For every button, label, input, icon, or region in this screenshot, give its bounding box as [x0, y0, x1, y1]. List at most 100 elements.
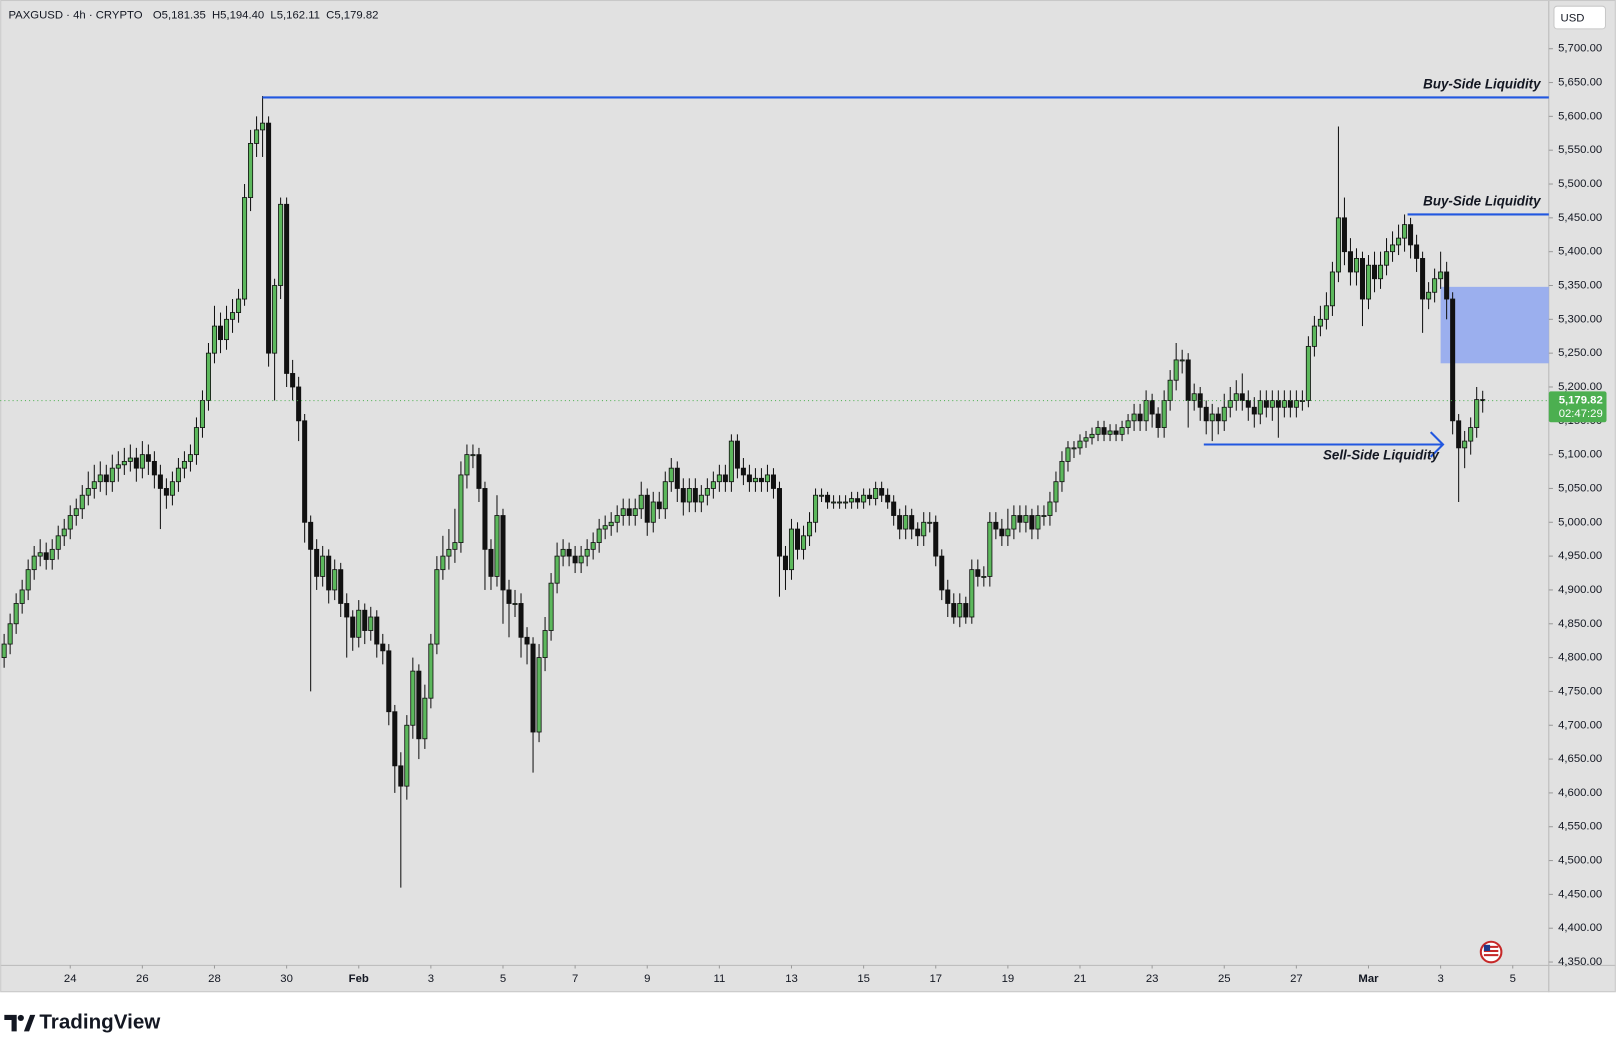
symbol-header: PAXGUSD · 4h · CRYPTO O5,181.35 H5,194.40 L… [8, 9, 378, 21]
candle-body [855, 498, 861, 503]
candle-body [193, 427, 199, 456]
candle-body [1329, 271, 1335, 307]
candle-body [879, 488, 885, 496]
candle-body [416, 670, 422, 740]
last-price-label: 5,179.82 [1559, 395, 1603, 407]
candle-body [169, 481, 175, 496]
candle-body [7, 623, 13, 645]
candle-body [1365, 264, 1372, 300]
candle-body [1341, 217, 1347, 253]
candle-body [37, 552, 43, 557]
candle-body [302, 420, 308, 523]
candle-body [1462, 440, 1468, 449]
candle-body [1293, 400, 1299, 408]
candle-body [981, 575, 987, 578]
candle-body [1323, 305, 1329, 320]
candle-body [861, 494, 867, 503]
y-tick-label: 4,700.00 [1558, 719, 1602, 731]
candle-body [614, 515, 620, 523]
candle-body [951, 603, 957, 618]
candle-body [25, 569, 31, 591]
candle-body [31, 555, 37, 571]
candle-body [542, 630, 548, 659]
candle-body [1113, 430, 1119, 435]
x-tick-label: 3 [428, 973, 434, 985]
candle-body [776, 488, 782, 557]
x-tick-label: 5 [1510, 973, 1516, 985]
x-tick-label: 11 [713, 973, 725, 985]
candle-body [404, 724, 410, 787]
candle-body [248, 143, 254, 198]
candle-body [374, 616, 380, 645]
candle-body [434, 569, 440, 645]
candle-body [1311, 325, 1317, 347]
candle-body [236, 298, 242, 313]
candle-body [314, 548, 320, 577]
candles: Buy-Side Liquidity Buy-Side Liquidity Sell… [1, 77, 1549, 888]
candle-body [1023, 515, 1029, 523]
y-tick-label: 5,700.00 [1558, 43, 1602, 55]
candle-body [1353, 258, 1359, 273]
candle-body [1065, 447, 1071, 462]
liquidity-label: Sell-Side Liquidity [1323, 447, 1439, 462]
y-tick-label: 4,850.00 [1558, 618, 1602, 630]
ohlc-value: L5,162.11 [270, 9, 320, 21]
candle-body [1456, 420, 1462, 449]
candle-body [344, 603, 350, 618]
x-tick-label: 13 [785, 973, 798, 985]
candle-body [1305, 345, 1311, 401]
candle-body [1041, 515, 1047, 517]
y-tick-label: 5,400.00 [1558, 246, 1602, 258]
liquidity-label: Buy-Side Liquidity [1423, 194, 1541, 209]
candle-body [49, 548, 55, 560]
candle-body [1071, 447, 1077, 450]
candle-body [428, 643, 434, 699]
candle-body [1251, 406, 1257, 415]
candle-body [157, 474, 163, 489]
x-tick-label: 3 [1437, 973, 1443, 985]
candle-body [734, 440, 740, 469]
x-tick-label: 28 [208, 973, 221, 985]
candle-body [199, 400, 205, 428]
candle-body [1017, 515, 1023, 523]
y-tick-label: 5,550.00 [1558, 144, 1602, 156]
candle-body [578, 555, 584, 564]
candle-body [79, 494, 85, 510]
candle-body [368, 616, 374, 631]
candle-body [217, 325, 224, 341]
candle-body [831, 501, 837, 504]
candle-body [320, 555, 326, 577]
candle-body [458, 474, 464, 543]
candle-body [548, 582, 554, 631]
time-axis-panel [0, 965, 1549, 993]
candle-body [494, 515, 500, 577]
candle-body [133, 457, 139, 469]
candle-body [1131, 413, 1137, 422]
candle-body [825, 494, 831, 503]
candle-body [620, 508, 626, 516]
candle-body [1371, 264, 1378, 280]
candle-body [1359, 258, 1366, 300]
frame [0, 0, 1616, 993]
x-tick-label: 19 [1002, 973, 1015, 985]
candle-body [97, 474, 103, 483]
candle-body [807, 521, 813, 537]
symbol-title: PAXGUSD · 4h · CRYPTO [8, 9, 142, 21]
candle-body [1101, 427, 1107, 435]
candle-body [1005, 528, 1011, 537]
candle-body [127, 457, 133, 462]
candle-body [326, 555, 332, 591]
candle-body [1263, 400, 1269, 408]
candle-body [1474, 399, 1480, 428]
candle-body [260, 122, 266, 131]
candle-body [211, 325, 218, 354]
x-tick-label: 30 [280, 973, 293, 985]
candle-body [422, 697, 428, 740]
candle-body [662, 481, 668, 510]
candle-body [752, 477, 758, 483]
candle-body [819, 494, 825, 497]
candle-body [512, 603, 518, 605]
candle-body [350, 616, 356, 638]
y-tick-label: 5,650.00 [1558, 77, 1602, 89]
candle-body [843, 501, 849, 504]
